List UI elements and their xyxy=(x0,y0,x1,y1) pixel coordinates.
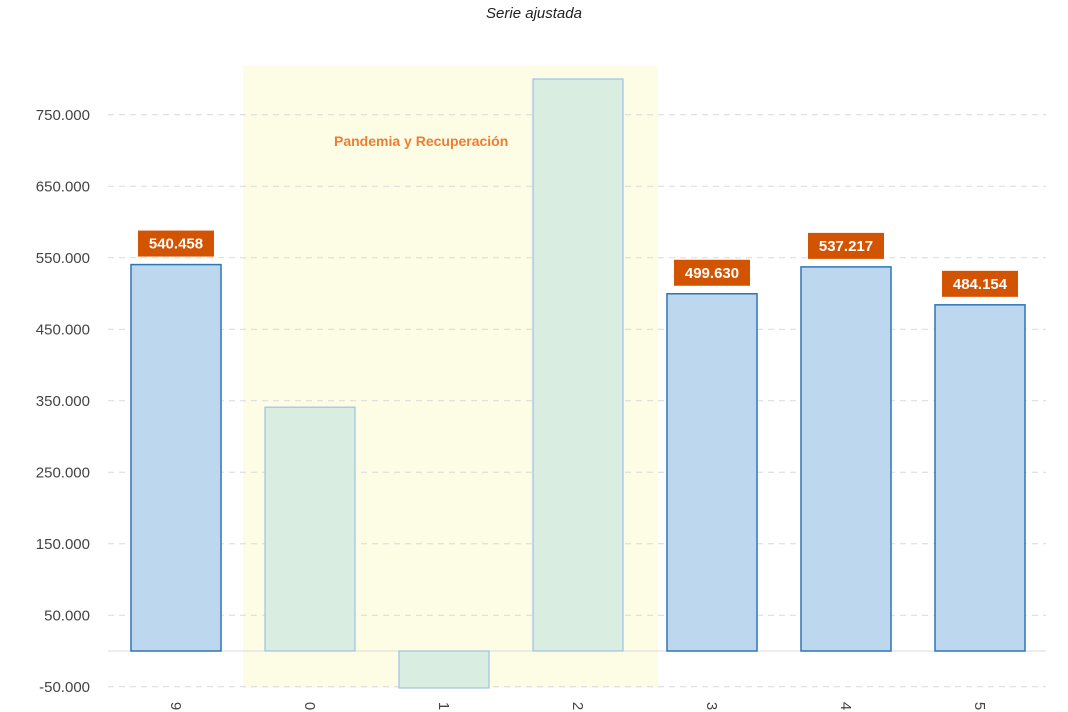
chart-subtitle: Serie ajustada xyxy=(486,5,582,22)
data-label-bg xyxy=(138,230,214,257)
bar-1 xyxy=(398,650,490,689)
bar-4 xyxy=(800,266,892,652)
bar-2 xyxy=(532,78,624,652)
bar-3 xyxy=(666,293,758,652)
labels-layer: 540.458 499.630 537.217 484.154 xyxy=(138,230,1018,297)
y-tick-label: 50.000 xyxy=(44,607,90,624)
highlight-annotation: Pandemia y Recuperación xyxy=(334,133,508,149)
y-tick-label: 450.000 xyxy=(36,321,90,338)
data-label-bg xyxy=(674,259,750,286)
data-label-bg xyxy=(942,270,1018,297)
bar-9 xyxy=(130,263,222,652)
y-tick-label: -50.000 xyxy=(39,679,90,696)
bars-layer xyxy=(130,78,1026,689)
y-tick-label: 650.000 xyxy=(36,178,90,195)
data-label-5: 484.154 xyxy=(942,270,1018,297)
data-label-9: 540.458 xyxy=(138,230,214,257)
x-tick-label: 0 xyxy=(301,702,318,710)
x-tick-label: 4 xyxy=(837,702,854,710)
x-tick-label: 3 xyxy=(703,702,720,710)
y-tick-label: 150.000 xyxy=(36,536,90,553)
data-label-3: 499.630 xyxy=(674,259,750,286)
y-axis-ticks: -50.000 50.000 150.000 250.000 350.000 450.00… xyxy=(36,107,90,696)
data-label-text: 540.458 xyxy=(149,236,203,253)
y-tick-label: 250.000 xyxy=(36,464,90,481)
bar-0 xyxy=(264,406,356,652)
data-label-bg xyxy=(808,232,884,259)
data-label-text: 499.630 xyxy=(685,265,739,282)
y-tick-label: 550.000 xyxy=(36,250,90,267)
x-tick-label: 5 xyxy=(971,702,988,710)
y-tick-label: 750.000 xyxy=(36,107,90,124)
x-tick-label: 2 xyxy=(569,702,586,710)
data-label-text: 537.217 xyxy=(819,238,873,255)
bar-5 xyxy=(934,304,1026,652)
data-label-text: 484.154 xyxy=(953,276,1008,293)
y-tick-label: 350.000 xyxy=(36,393,90,410)
data-label-4: 537.217 xyxy=(808,232,884,259)
x-tick-label: 9 xyxy=(167,702,184,710)
x-axis-ticks: 9 0 1 2 3 4 5 xyxy=(167,702,988,710)
x-tick-label: 1 xyxy=(435,702,452,710)
